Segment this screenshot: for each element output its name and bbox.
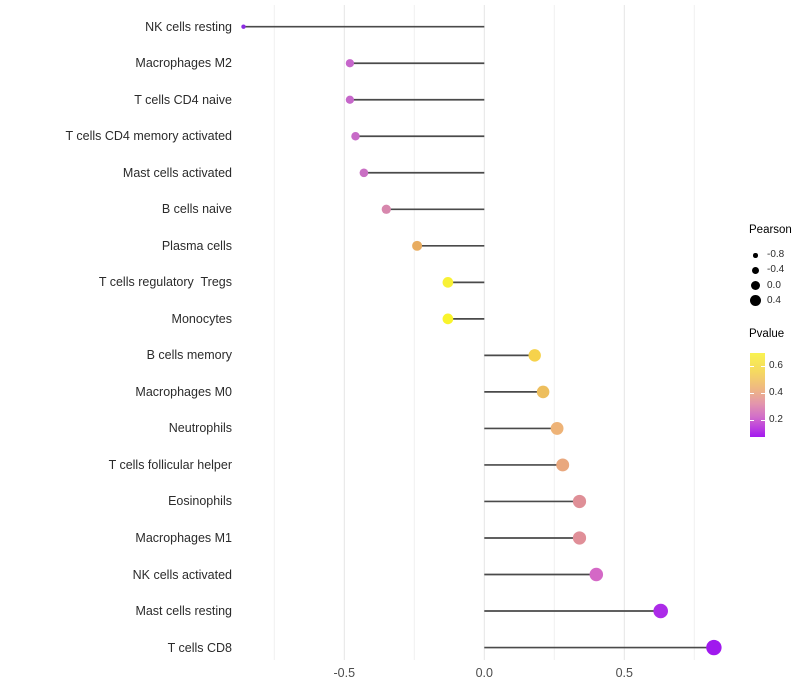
legend-size-label: -0.8 <box>767 249 785 261</box>
category-label: Plasma cells <box>161 238 232 253</box>
lollipop-dot <box>572 494 587 509</box>
lollipop-dot <box>550 422 564 435</box>
lollipop-dot <box>412 240 423 251</box>
category-label: T cells regulatory Tregs <box>98 275 232 290</box>
lollipop-dot <box>442 313 454 325</box>
colorbar-tick-mark <box>761 419 765 421</box>
category-label: Mast cells activated <box>122 165 232 180</box>
lollipop-dot <box>381 204 391 214</box>
colorbar-tick-label: 0.2 <box>769 413 783 425</box>
legend-size-dot <box>750 295 762 306</box>
legend-size-dot <box>753 253 758 258</box>
category-label: T cells CD4 naive <box>134 92 232 107</box>
lollipop-dot <box>556 458 570 472</box>
lollipop-dot <box>345 59 355 68</box>
legend-pvalue-title: Pvalue <box>749 328 785 340</box>
category-label: T cells CD4 memory activated <box>65 129 233 144</box>
legend-pearson-title: Pearson <box>749 224 792 236</box>
colorbar-tick-mark <box>761 366 765 368</box>
lollipop-dot <box>536 385 550 399</box>
lollipop-dot <box>359 168 369 178</box>
category-label: Mast cells resting <box>135 604 232 619</box>
colorbar-tick-label: 0.6 <box>769 360 783 372</box>
category-label: Macrophages M0 <box>135 384 232 399</box>
colorbar-tick-mark <box>750 366 754 368</box>
colorbar-tick-label: 0.4 <box>769 387 783 398</box>
colorbar-tick-mark <box>761 393 765 394</box>
legend-size-dot <box>752 266 760 274</box>
category-label: Macrophages M1 <box>135 530 232 545</box>
lollipop-dot <box>442 277 454 288</box>
x-tick-label: 0.5 <box>615 666 633 680</box>
lollipop-dot <box>653 603 668 619</box>
legend-size-label: -0.4 <box>767 264 785 276</box>
category-label: Neutrophils <box>168 421 232 436</box>
category-label: T cells CD8 <box>167 640 232 655</box>
colorbar-tick-mark <box>750 419 754 421</box>
colorbar-tick-mark <box>750 393 754 394</box>
category-label: B cells naive <box>161 202 232 217</box>
lollipop-dot <box>351 132 360 141</box>
category-label: Eosinophils <box>168 494 232 509</box>
lollipop-dot <box>706 639 722 656</box>
pvalue-colorbar <box>750 353 765 437</box>
legend-size-dot <box>751 280 761 291</box>
category-label: T cells follicular helper <box>108 457 232 472</box>
lollipop-dot <box>589 567 604 582</box>
category-label: Monocytes <box>171 311 232 326</box>
x-tick-label: 0.0 <box>475 666 493 680</box>
legend-size-label: 0.4 <box>767 294 781 306</box>
category-label: NK cells activated <box>132 567 232 582</box>
category-label: Macrophages M2 <box>135 56 232 71</box>
lollipop-dot <box>241 24 246 29</box>
category-label: NK cells resting <box>145 19 232 34</box>
legend-size-label: 0.0 <box>767 279 781 291</box>
lollipop-dot <box>528 349 541 362</box>
category-label: B cells memory <box>146 348 232 363</box>
lollipop-dot <box>345 95 355 104</box>
x-tick-label: -0.5 <box>333 666 356 680</box>
lollipop-dot <box>572 531 587 545</box>
